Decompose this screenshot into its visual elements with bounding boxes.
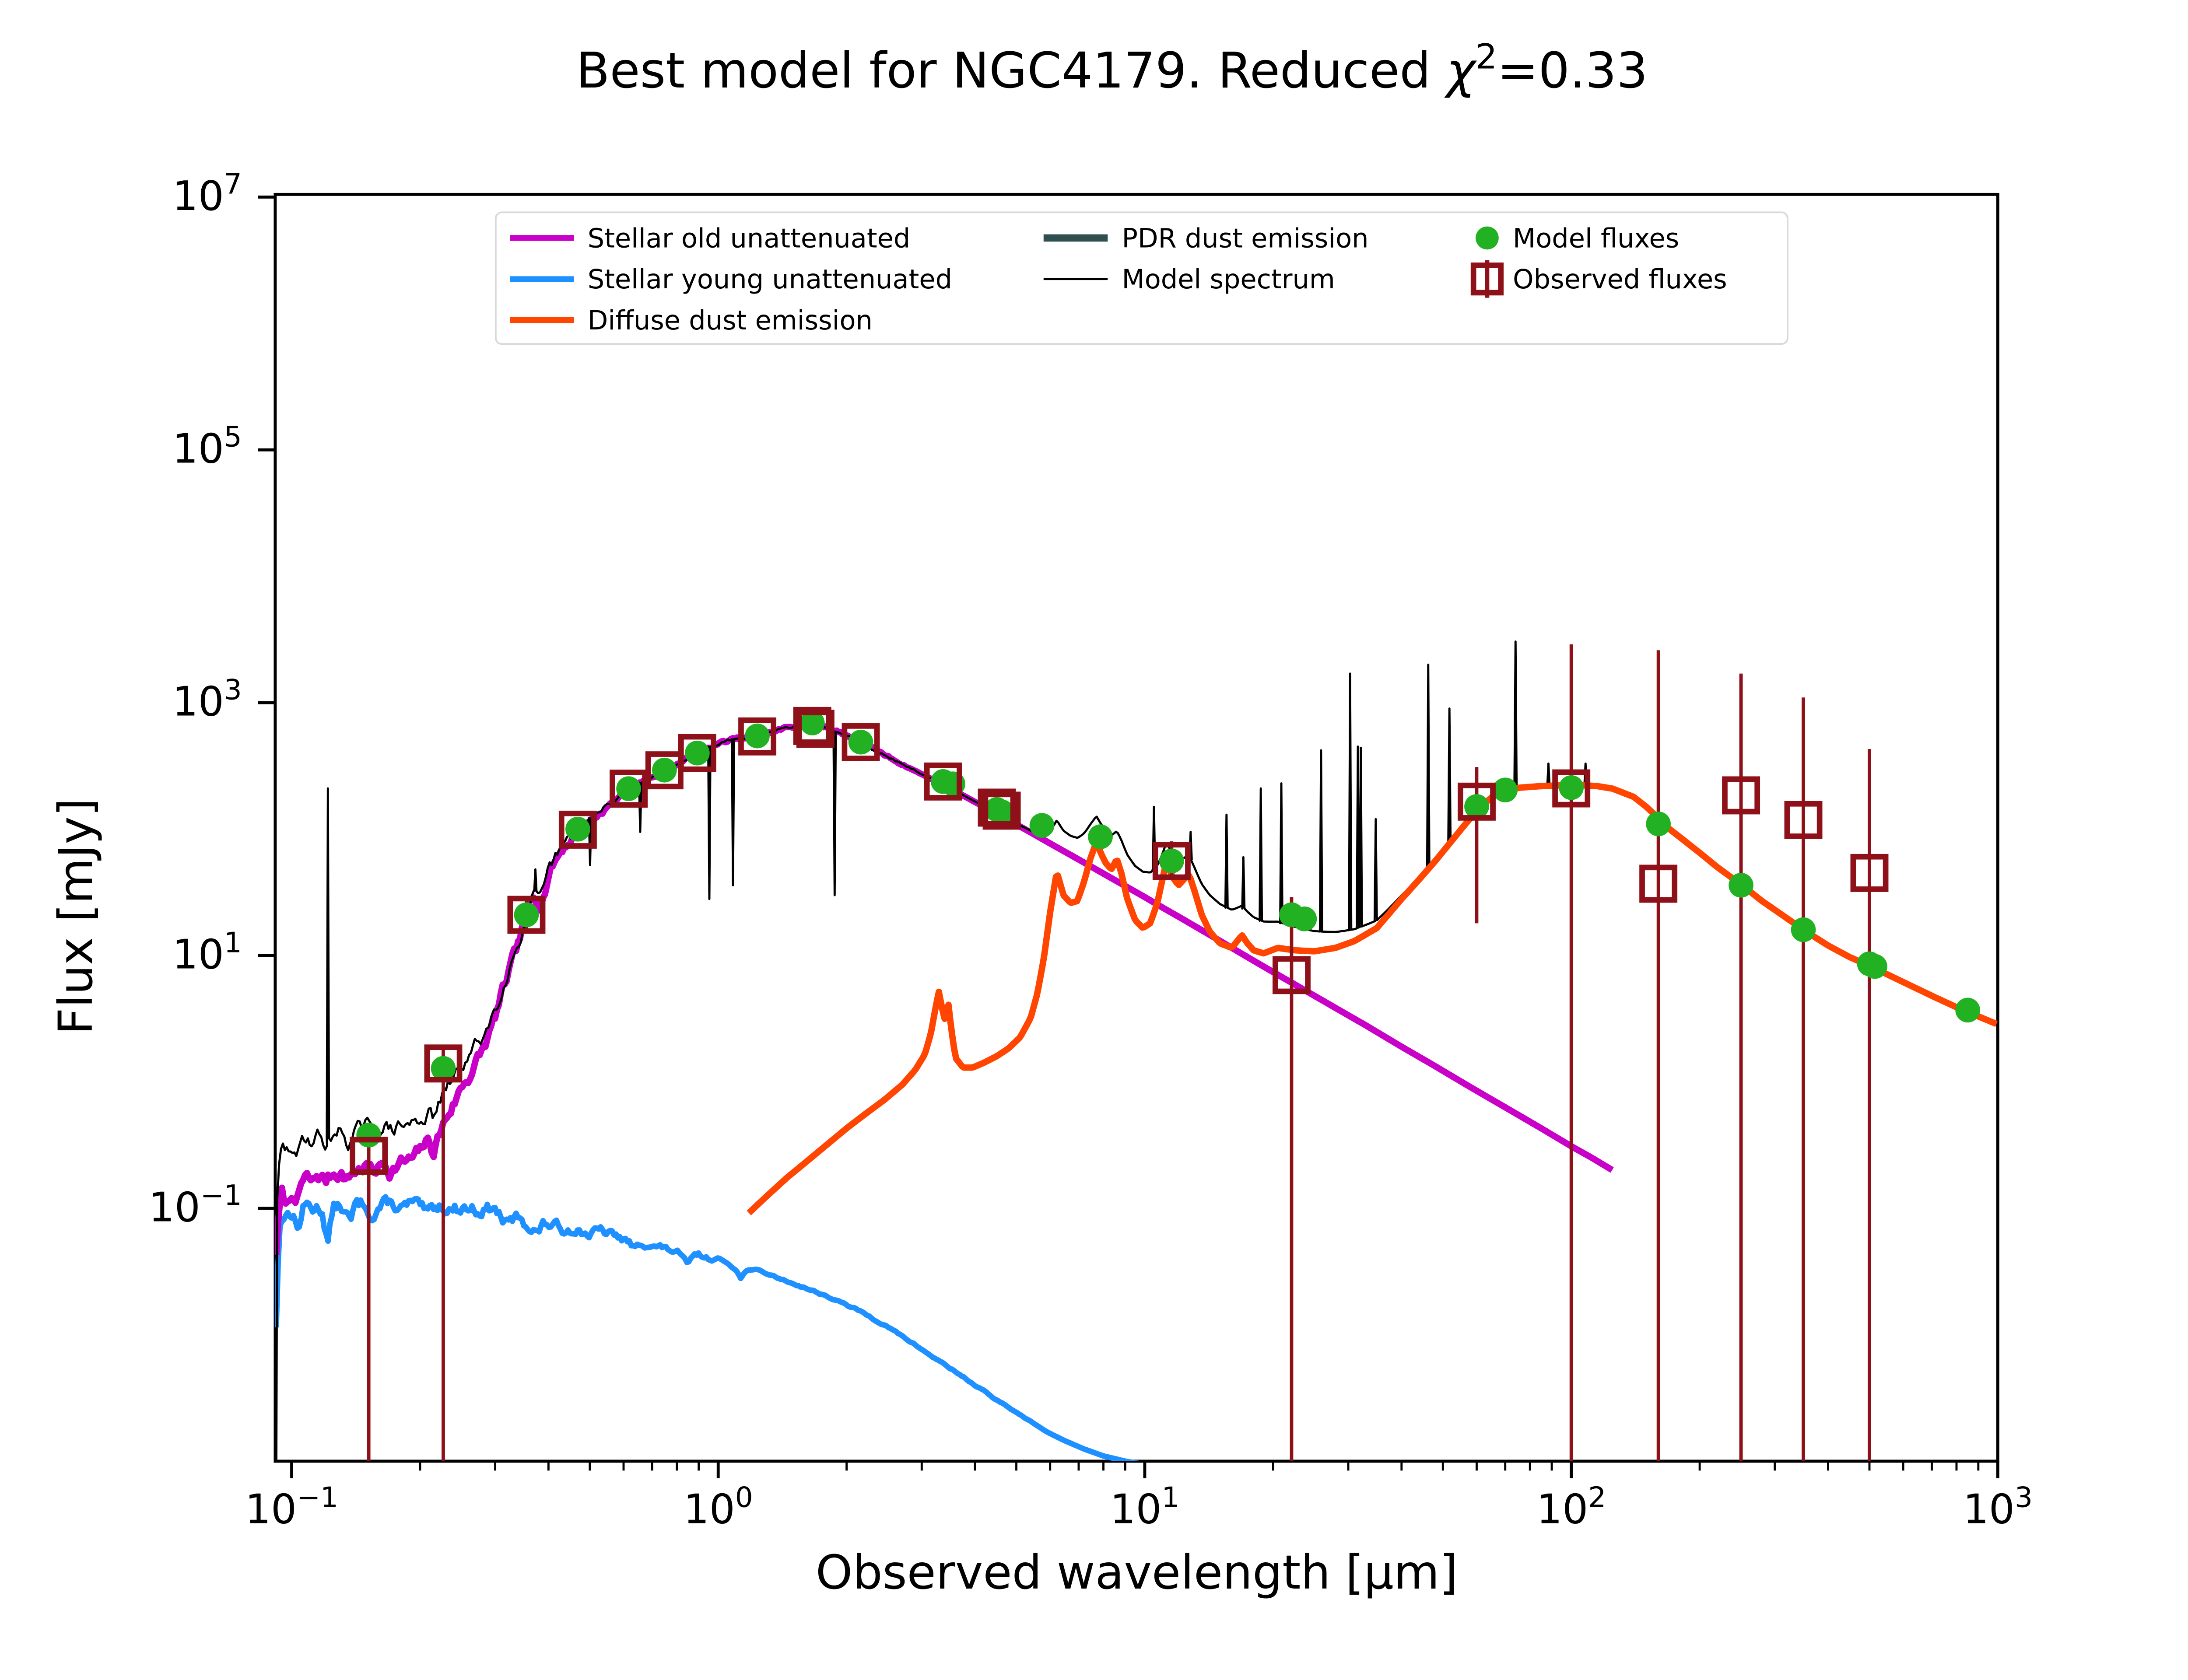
model-flux-point — [1862, 954, 1887, 979]
legend-label: Model spectrum — [1122, 264, 1335, 295]
model-flux-point — [1159, 848, 1184, 874]
x-tick-label: 103 — [1963, 1481, 2033, 1533]
x-axis-label: Observed wavelength [μm] — [816, 1545, 1458, 1600]
curve-stellar-young-unattenuated — [275, 1194, 1142, 1461]
observed-flux-square — [924, 762, 962, 801]
model-flux-point — [616, 776, 641, 801]
legend-item: Stellar old unattenuated — [510, 223, 910, 254]
observed-flux-square — [1552, 769, 1591, 808]
chi-symbol: χ — [1444, 42, 1477, 99]
observed-flux-square — [1458, 782, 1496, 821]
observed-flux-square — [507, 896, 546, 934]
model-flux-point — [745, 723, 770, 749]
model-flux-point — [1029, 813, 1055, 838]
model-flux-point — [799, 710, 825, 735]
sed-chart: Best model for NGC4179. Reduced χ2=0.33 … — [48, 37, 2033, 1600]
observed-flux-square — [558, 810, 597, 849]
model-flux-point — [1729, 873, 1753, 898]
model-flux-point — [431, 1056, 456, 1081]
model-flux-point — [1955, 998, 1980, 1023]
x-tick-label: 102 — [1536, 1481, 1606, 1533]
legend-item: PDR dust emission — [1043, 223, 1369, 254]
y-tick-label: 105 — [172, 421, 242, 472]
observed-flux-square — [424, 1044, 463, 1083]
model-flux-point — [685, 740, 710, 766]
y-axis-label: Flux [mJy] — [49, 798, 103, 1035]
observed-flux-square — [610, 770, 648, 808]
curve-diffuse-dust-emission — [747, 782, 1998, 1215]
legend-label: PDR dust emission — [1122, 223, 1368, 254]
y-axis-ticks: 107 105 103 101 10−1 — [149, 168, 275, 1231]
legend-item: Stellar young unattenuated — [510, 264, 952, 295]
observed-flux-square — [796, 710, 835, 748]
legend-square-swatch — [1470, 262, 1504, 296]
observed-flux-square — [1784, 801, 1823, 839]
chi-exponent: 2 — [1476, 37, 1497, 77]
observed-flux-square — [678, 734, 716, 772]
legend-label: Stellar old unattenuated — [588, 223, 911, 254]
model-flux-point — [514, 902, 539, 928]
observed-flux-square — [1152, 842, 1191, 880]
observed-flux-square — [1722, 776, 1760, 815]
x-tick-label: 10−1 — [245, 1481, 338, 1533]
legend-label: Model fluxes — [1513, 223, 1679, 254]
x-tick-label: 100 — [684, 1481, 753, 1533]
observed-flux-square — [793, 707, 831, 745]
model-flux-point — [1292, 906, 1317, 931]
model-flux-point — [1646, 811, 1671, 836]
legend-item: Observed fluxes — [1470, 260, 1727, 298]
legend-label: Observed fluxes — [1513, 264, 1727, 295]
model-flux-point — [1493, 777, 1518, 803]
legend-dot-swatch — [1476, 226, 1499, 250]
observed-flux-square — [1850, 854, 1889, 892]
flux-markers — [350, 644, 1980, 1461]
y-tick-label: 107 — [172, 168, 242, 220]
legend-item: Diffuse dust emission — [510, 305, 873, 336]
page-title: Best model for NGC4179. Reduced χ2=0.33 — [576, 37, 1648, 99]
observed-flux-square — [978, 788, 1016, 827]
chart-legend: Stellar old unattenuated Stellar young un… — [494, 211, 1788, 345]
model-flux-point — [1088, 824, 1113, 849]
x-tick-label: 101 — [1110, 1481, 1179, 1533]
model-flux-point — [356, 1123, 381, 1148]
model-flux-point — [652, 757, 677, 783]
model-flux-point — [989, 799, 1014, 824]
curve-stellar-old-unattenuated — [275, 719, 1614, 1256]
legend-item: Model spectrum — [1043, 264, 1335, 295]
model-flux-point — [1464, 794, 1489, 819]
y-tick-label: 10−1 — [149, 1179, 242, 1231]
sed-plot-window: Best model for NGC4179. Reduced χ2=0.33 … — [48, 37, 2033, 1600]
y-tick-label: 101 — [172, 926, 242, 978]
model-flux-point — [848, 729, 873, 755]
x-axis-ticks: 10−1 100 101 102 103 — [245, 1461, 2033, 1533]
model-flux-point — [1791, 917, 1816, 942]
model-flux-point — [565, 816, 590, 842]
observed-flux-square — [1639, 864, 1678, 903]
legend-label: Stellar young unattenuated — [588, 264, 952, 295]
y-tick-label: 103 — [172, 673, 242, 725]
legend-label: Diffuse dust emission — [588, 305, 873, 336]
observed-flux-square — [1273, 956, 1311, 994]
observed-flux-square — [842, 723, 880, 761]
legend-item: Model fluxes — [1476, 223, 1679, 254]
model-flux-point — [1559, 775, 1584, 800]
observed-flux-square — [738, 717, 777, 756]
observed-flux-square — [982, 791, 1021, 830]
observed-flux-square — [350, 1137, 388, 1175]
legend-box — [494, 211, 1788, 345]
